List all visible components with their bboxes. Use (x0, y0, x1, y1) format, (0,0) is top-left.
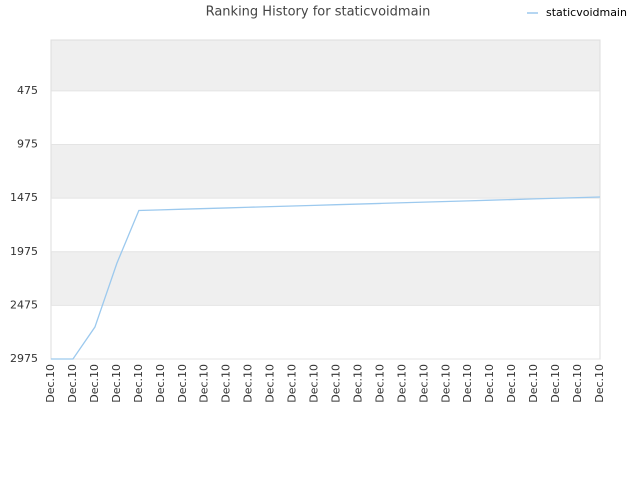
x-tick-label: Dec.10 (110, 364, 123, 403)
grid-band (51, 144, 600, 199)
grid-band (51, 251, 600, 306)
x-tick-label: Dec.10 (198, 364, 211, 403)
data-line (51, 196, 601, 360)
x-tick-label: Dec.10 (154, 364, 167, 403)
grid-band (51, 305, 600, 359)
x-tick-label: Dec.10 (44, 364, 57, 403)
grid-band (51, 40, 600, 91)
x-tick-label: Dec.10 (571, 364, 584, 403)
x-tick-label: Dec.10 (505, 364, 518, 403)
y-tick-label: 2975 (10, 352, 38, 365)
x-tick-label: Dec.10 (132, 364, 145, 403)
x-tick-label: Dec.10 (461, 364, 474, 403)
x-tick-label: Dec.10 (483, 364, 496, 403)
y-tick-label: 1975 (10, 245, 38, 258)
x-tick-label: Dec.10 (373, 364, 386, 403)
y-tick-label: 475 (17, 84, 38, 97)
y-tick-label: 1475 (10, 191, 38, 204)
x-tick-label: Dec.10 (593, 364, 606, 403)
x-tick-label: Dec.10 (549, 364, 562, 403)
x-tick-label: Dec.10 (527, 364, 540, 403)
x-tick-label: Dec.10 (264, 364, 277, 403)
x-tick-label: Dec.10 (395, 364, 408, 403)
grid-band (51, 198, 600, 252)
x-tick-label: Dec.10 (88, 364, 101, 403)
x-tick-label: Dec.10 (417, 364, 430, 403)
legend-label: staticvoidmain (546, 6, 627, 19)
x-tick-label: Dec.10 (286, 364, 299, 403)
x-tick-label: Dec.10 (66, 364, 79, 403)
y-tick-label: 2475 (10, 298, 38, 311)
x-tick-label: Dec.10 (351, 364, 364, 403)
x-tick-label: Dec.10 (439, 364, 452, 403)
x-tick-label: Dec.10 (176, 364, 189, 403)
x-tick-label: Dec.10 (308, 364, 321, 403)
x-tick-label: Dec.10 (220, 364, 233, 403)
grid-band (51, 90, 600, 145)
y-tick-label: 975 (17, 138, 38, 151)
x-tick-label: Dec.10 (329, 364, 342, 403)
x-tick-label: Dec.10 (242, 364, 255, 403)
chart-title: Ranking History for staticvoidmain (206, 5, 431, 20)
